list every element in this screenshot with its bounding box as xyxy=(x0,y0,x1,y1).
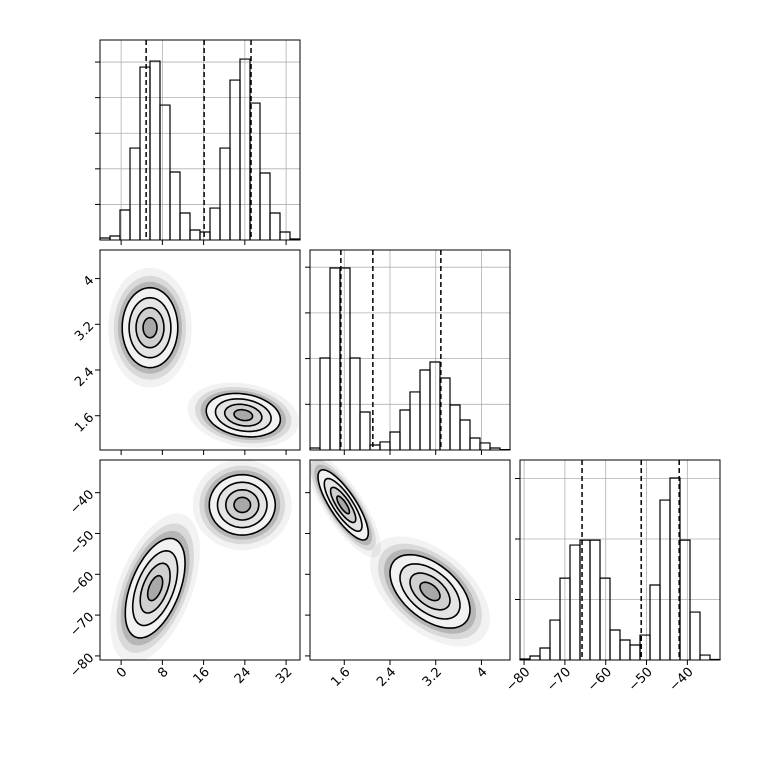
histogram-bin xyxy=(269,212,281,240)
x-tick-label: 3.2 xyxy=(420,665,445,690)
histogram-bin xyxy=(569,544,581,660)
panel-frame xyxy=(519,459,721,661)
histogram-bin xyxy=(679,539,691,660)
histogram-bin xyxy=(449,404,461,450)
histogram-bin xyxy=(659,499,671,660)
y-tick-label: 4 xyxy=(81,273,97,289)
histogram-bin xyxy=(419,369,431,450)
histogram-bin xyxy=(469,437,481,450)
x-tick-label: −50 xyxy=(626,665,656,695)
y-tick-label: −70 xyxy=(67,610,97,640)
histogram-bin xyxy=(369,444,381,450)
x-tick-label: −80 xyxy=(503,665,533,695)
histogram-bin xyxy=(199,231,211,240)
histogram-bin xyxy=(149,60,161,240)
panel-frame xyxy=(309,249,511,451)
histogram-bin xyxy=(429,361,441,450)
panel-frame xyxy=(309,459,511,661)
x-tick-label: −40 xyxy=(667,665,697,695)
histogram-bin xyxy=(229,79,241,240)
histogram-bin xyxy=(179,212,191,240)
contour xyxy=(233,408,254,422)
histogram-bin xyxy=(549,619,561,660)
histogram-bin xyxy=(129,147,141,240)
histogram-bin xyxy=(329,267,341,450)
histogram-bin xyxy=(379,441,391,450)
x-tick-label: 4 xyxy=(474,665,490,681)
histogram-bin xyxy=(349,357,361,450)
histogram-bin xyxy=(649,584,661,660)
y-tick-label: −50 xyxy=(67,528,97,558)
panel-frame xyxy=(99,459,301,661)
histogram-bin xyxy=(389,431,401,450)
x-tick-label: 8 xyxy=(155,665,171,681)
histogram-bin xyxy=(219,147,231,240)
histogram-bin xyxy=(139,66,151,240)
histogram-bin xyxy=(279,231,291,240)
y-tick-label: 1.6 xyxy=(72,410,97,435)
contour xyxy=(233,496,252,514)
histogram-bin xyxy=(359,411,371,450)
histogram-bin xyxy=(399,409,411,450)
y-tick-label: −60 xyxy=(67,569,97,599)
x-tick-label: 24 xyxy=(232,665,254,687)
histogram-bin xyxy=(609,629,621,660)
histogram-bin xyxy=(529,655,541,660)
x-tick-label: 1.6 xyxy=(328,665,353,690)
histogram-bin xyxy=(459,419,471,450)
x-tick-label: −70 xyxy=(544,665,574,695)
histogram-bin xyxy=(539,647,551,660)
histogram-bin xyxy=(589,539,601,660)
histogram-bin xyxy=(249,102,261,240)
x-tick-label: 32 xyxy=(273,665,295,687)
histogram-bin xyxy=(689,611,701,660)
histogram-bin xyxy=(189,229,201,240)
y-tick-label: −40 xyxy=(67,487,97,517)
contour xyxy=(146,574,164,602)
contour xyxy=(336,495,351,515)
panel-frame xyxy=(99,249,301,451)
contour xyxy=(142,316,158,339)
histogram-bin xyxy=(409,391,421,450)
histogram-bin xyxy=(479,442,491,450)
histogram-bin xyxy=(699,654,711,660)
histogram-bin xyxy=(169,171,181,240)
y-tick-label: 3.2 xyxy=(72,319,97,344)
x-tick-label: 2.4 xyxy=(374,665,399,690)
y-tick-label: 2.4 xyxy=(72,365,97,390)
panel-frame xyxy=(99,39,301,241)
x-tick-label: −60 xyxy=(585,665,615,695)
x-tick-label: 0 xyxy=(114,665,130,681)
histogram-bin xyxy=(619,639,631,660)
histogram-bin xyxy=(599,577,611,660)
histogram-bin xyxy=(109,235,121,240)
x-tick-label: 16 xyxy=(191,665,213,687)
histogram-bin xyxy=(209,207,221,240)
histogram-bin xyxy=(629,644,641,660)
histogram-bin xyxy=(159,104,171,240)
y-tick-label: −80 xyxy=(67,651,97,681)
histogram-bin xyxy=(259,172,271,240)
contour xyxy=(419,581,441,602)
